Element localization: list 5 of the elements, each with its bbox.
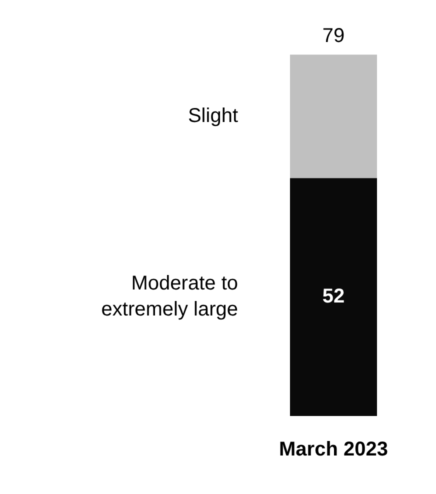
data-label: 52 xyxy=(322,286,345,308)
x-tick-label: March 2023 xyxy=(279,438,388,461)
total-label: 79 xyxy=(322,25,345,48)
text: Slight xyxy=(188,104,238,127)
text: Moderate to extremely large xyxy=(101,272,238,321)
